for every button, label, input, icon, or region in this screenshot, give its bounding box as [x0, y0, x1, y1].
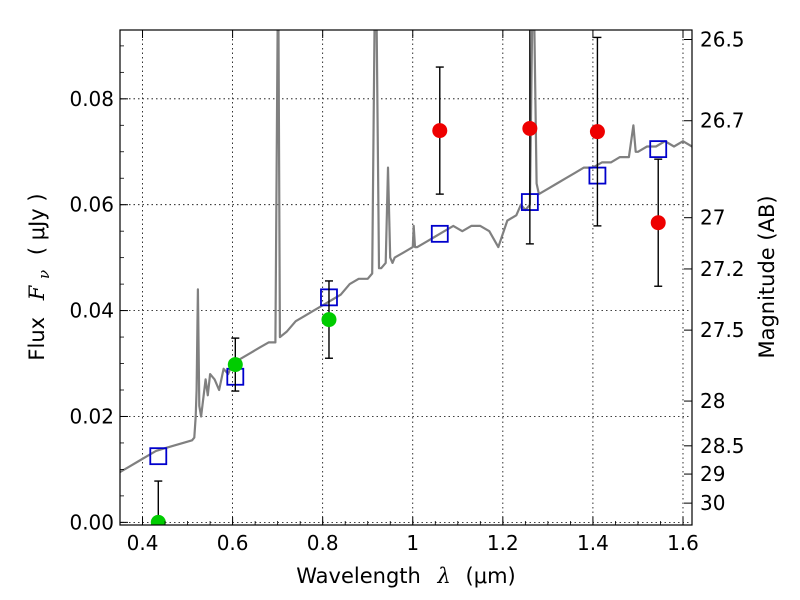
x-tick-label: 0.8: [307, 531, 339, 555]
observed-point: [321, 312, 337, 328]
grid: [120, 30, 692, 525]
y-axis-subscript: ν: [35, 270, 53, 279]
x-axis-unit: (μm): [466, 564, 516, 588]
y-tick-label: 0.04: [69, 299, 114, 323]
mag-tick-label: 29: [700, 462, 725, 486]
observed-point: [150, 514, 166, 525]
y-axis-label: Flux F ν ( μJy ): [25, 193, 54, 360]
y-tick-label: 0.02: [69, 404, 114, 428]
model-band-square: [149, 447, 168, 466]
spectrum-line: [120, 30, 692, 474]
y-axis-label-text: Flux: [25, 317, 49, 361]
observed-point: [650, 215, 666, 231]
observed-point: [227, 357, 243, 373]
observed-point: [589, 124, 605, 140]
x-tick-label: 0.6: [217, 531, 249, 555]
x-tick-label: 1.6: [667, 531, 699, 555]
mag-tick-label: 27.5: [700, 318, 745, 342]
x-tick-label: 1.4: [577, 531, 609, 555]
y-tick-label: 0.08: [69, 87, 114, 111]
mag-tick-label: 28.5: [700, 434, 745, 458]
mag-tick-label: 28: [700, 389, 725, 413]
plot-frame: [119, 29, 693, 526]
y-tick-label: 0.06: [69, 193, 114, 217]
plot-area: [120, 30, 692, 525]
ticks: 0.4 0.6 0.8 1 1.2 1.4 1.6 0.00 0.02 0.04 0.06 0.08 2…: [69, 27, 744, 555]
x-tick-label: 0.4: [127, 531, 159, 555]
model-band-square: [649, 140, 668, 159]
x-axis-symbol: λ: [437, 564, 451, 588]
observed-point: [522, 120, 538, 136]
mag-tick-label: 27.2: [700, 257, 745, 281]
mag-tick-label: 26.5: [700, 27, 745, 51]
y2-axis-label: Magnitude (AB): [755, 195, 779, 358]
x-tick-label: 1.2: [487, 531, 519, 555]
mag-tick-label: 26.7: [700, 109, 745, 133]
x-axis-label-text: Wavelength: [296, 564, 421, 588]
model-band-square: [430, 224, 449, 243]
x-tick-label: 1: [406, 531, 419, 555]
x-axis-label: Wavelength λ (μm): [296, 564, 515, 588]
mag-tick-label: 30: [700, 491, 725, 515]
observed-point: [432, 123, 448, 139]
y-tick-label: 0.00: [69, 510, 114, 534]
y-axis-unit: ( μJy ): [25, 193, 49, 255]
y-axis-symbol: F: [25, 284, 49, 301]
mag-tick-label: 27: [700, 206, 725, 230]
